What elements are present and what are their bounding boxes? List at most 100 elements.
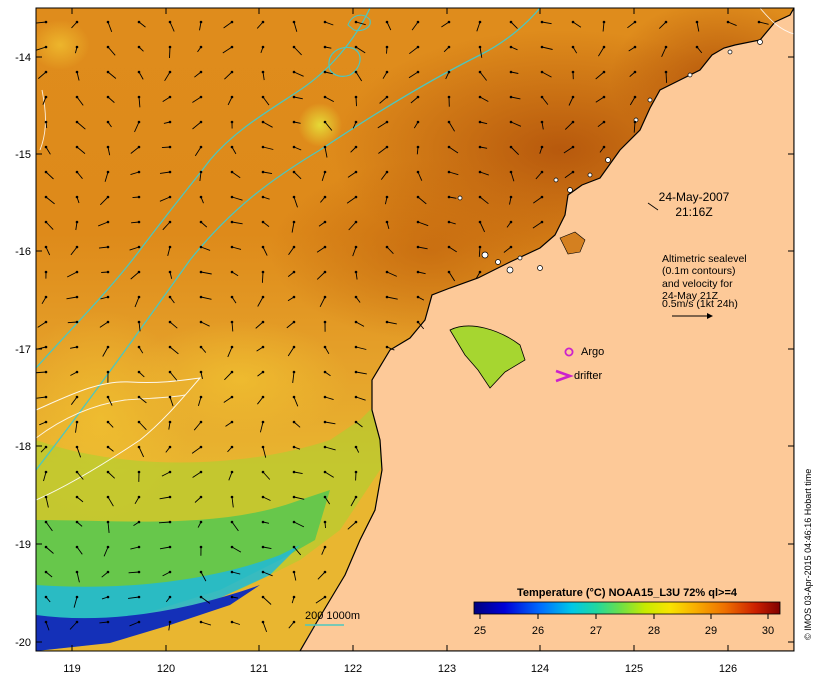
velocity-arrow-origin <box>478 95 482 99</box>
velocity-arrow-origin <box>447 170 451 174</box>
velocity-arrow-origin <box>44 495 48 499</box>
velocity-arrow <box>75 221 78 231</box>
velocity-arrow-origin <box>75 545 79 549</box>
velocity-arrow-origin <box>354 420 358 424</box>
velocity-arrow-origin <box>137 445 141 449</box>
velocity-arrow-origin <box>385 320 389 324</box>
velocity-arrow <box>76 171 83 179</box>
velocity-arrow-origin <box>323 445 327 449</box>
velocity-arrow-origin <box>199 120 203 124</box>
velocity-arrow <box>633 121 636 133</box>
velocity-arrow-origin <box>323 245 327 249</box>
velocity-arrow-origin <box>261 495 265 499</box>
velocity-arrow <box>503 246 512 253</box>
velocity-arrow <box>261 271 264 283</box>
velocity-arrow <box>102 346 109 357</box>
velocity-arrow-origin <box>261 470 265 474</box>
velocity-arrow-origin <box>447 220 451 224</box>
velocity-arrow <box>231 496 234 508</box>
velocity-arrow-origin <box>168 95 172 99</box>
isobath-1000m <box>36 8 371 369</box>
velocity-arrow-origin <box>106 470 110 474</box>
velocity-arrow-origin <box>137 620 141 624</box>
velocity-arrow-origin <box>106 45 110 49</box>
velocity-arrow-origin <box>75 595 79 599</box>
velocity-arrow-origin <box>137 470 141 474</box>
velocity-arrow-origin <box>199 470 203 474</box>
velocity-arrow <box>107 21 113 33</box>
velocity-arrow <box>159 171 171 174</box>
velocity-arrow-origin <box>230 195 234 199</box>
velocity-arrow <box>98 221 109 227</box>
velocity-arrow-origin <box>75 320 79 324</box>
velocity-arrow <box>138 96 141 108</box>
velocity-arrow-origin <box>478 195 482 199</box>
cool-eddy <box>298 103 342 147</box>
velocity-arrow <box>417 321 425 330</box>
velocity-arrow-origin <box>509 70 513 74</box>
velocity-arrow-origin <box>323 270 327 274</box>
velocity-arrow-origin <box>230 595 234 599</box>
velocity-arrow-origin <box>540 220 544 224</box>
velocity-arrow-origin <box>354 45 358 49</box>
velocity-arrow-origin <box>106 570 110 574</box>
velocity-arrow-origin <box>416 270 420 274</box>
sealevel-contour-2 <box>36 394 186 439</box>
colorbar <box>473 601 781 615</box>
velocity-arrow <box>262 96 270 106</box>
velocity-arrow <box>324 446 336 451</box>
velocity-arrow-origin <box>416 320 420 324</box>
velocity-arrow <box>192 96 202 103</box>
velocity-arrow <box>36 371 47 374</box>
velocity-arrow <box>262 571 273 577</box>
velocity-arrow-origin <box>44 295 48 299</box>
velocity-arrow <box>138 446 145 458</box>
velocity-arrow-origin <box>509 45 513 49</box>
velocity-arrow <box>292 371 295 383</box>
velocity-arrow <box>382 71 388 79</box>
velocity-arrow-origin <box>75 120 79 124</box>
velocity-arrow <box>158 521 171 524</box>
velocity-arrow <box>288 246 295 256</box>
velocity-arrow-origin <box>106 595 110 599</box>
velocity-arrow <box>479 96 489 102</box>
velocity-arrow-origin <box>75 520 79 524</box>
velocity-arrow <box>564 171 574 179</box>
velocity-arrow-origin <box>292 370 296 374</box>
velocity-arrow-origin <box>106 495 110 499</box>
velocity-arrow <box>476 21 481 32</box>
velocity-arrow <box>138 71 144 80</box>
velocity-arrow-origin <box>261 320 265 324</box>
velocity-arrow <box>191 446 202 454</box>
velocity-arrow <box>45 196 55 205</box>
velocity-arrow-origin <box>354 345 358 349</box>
velocity-arrow <box>36 46 47 51</box>
velocity-arrow <box>262 596 272 605</box>
velocity-arrow-origin <box>695 45 699 49</box>
velocity-arrow-origin <box>199 245 203 249</box>
velocity-arrow-origin <box>137 70 141 74</box>
velocity-arrow-origin <box>323 345 327 349</box>
velocity-arrow <box>324 471 334 478</box>
velocity-arrow-origin <box>261 370 265 374</box>
velocity-arrow <box>291 221 295 233</box>
velocity-arrow <box>231 571 241 575</box>
velocity-arrow-origin <box>199 170 203 174</box>
isobath-legend-label: 200 1000m <box>305 610 360 622</box>
velocity-arrow <box>76 71 80 81</box>
velocity-arrow <box>563 146 574 154</box>
velocity-arrow-origin <box>230 95 234 99</box>
velocity-arrow-origin <box>571 170 575 174</box>
velocity-arrow <box>98 246 109 249</box>
velocity-arrow <box>346 196 357 204</box>
velocity-arrow <box>75 421 78 433</box>
velocity-arrow <box>355 321 365 327</box>
velocity-arrow <box>70 396 78 405</box>
velocity-arrow <box>107 521 110 533</box>
velocity-arrow-origin <box>261 220 265 224</box>
lat-tick-label: -16 <box>15 246 31 258</box>
velocity-arrow-origin <box>292 395 296 399</box>
velocity-arrow-origin <box>44 170 48 174</box>
velocity-arrow <box>355 96 357 107</box>
velocity-arrow-origin <box>168 570 172 574</box>
